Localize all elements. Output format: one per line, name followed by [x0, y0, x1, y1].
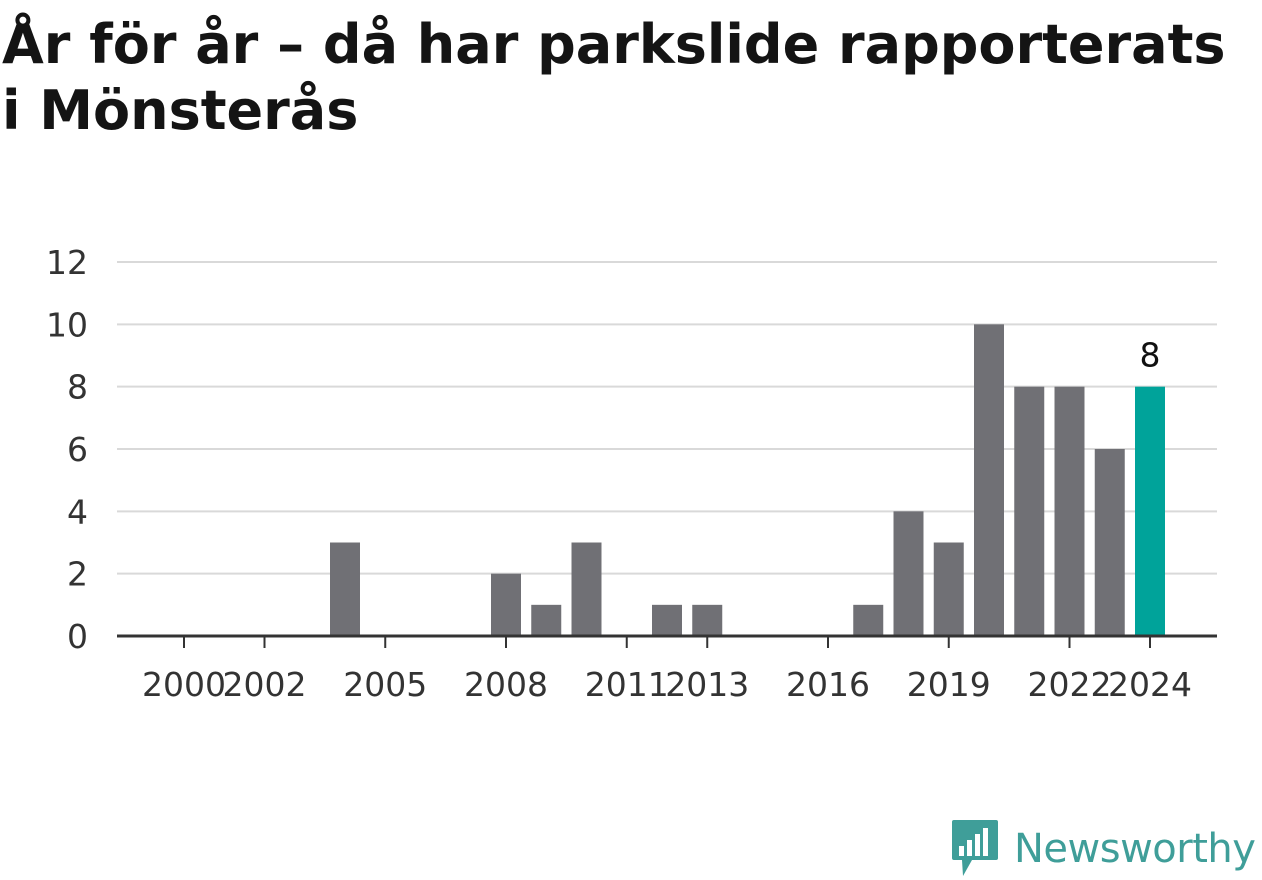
- bar-2020: [974, 324, 1004, 636]
- x-tick-label: 2005: [343, 665, 427, 704]
- bar-2021: [1014, 386, 1045, 636]
- x-tick-label: 2008: [464, 665, 548, 704]
- y-tick-label: 6: [67, 430, 88, 469]
- bar-2012: [652, 604, 682, 636]
- bar-2018: [893, 511, 924, 636]
- x-tick-label: 2022: [1028, 665, 1112, 704]
- bar-2024: [1135, 386, 1165, 636]
- bar-2022: [1054, 386, 1085, 636]
- y-tick-label: 10: [46, 305, 88, 344]
- data-labels: 8: [1140, 336, 1161, 375]
- bar-2013: [692, 604, 723, 636]
- chart-title: År för år – då har parkslide rapporterat…: [2, 13, 1226, 142]
- newsworthy-bar-chart-icon: [952, 820, 998, 876]
- y-tick-label: 2: [67, 555, 88, 594]
- bars: [330, 324, 1165, 636]
- x-tick-label: 2024: [1108, 665, 1192, 704]
- bar-2023: [1094, 449, 1125, 636]
- x-tick-label: 2000: [142, 665, 226, 704]
- brand-logo: Newsworthy: [950, 818, 1256, 880]
- brand-name: Newsworthy: [1014, 826, 1256, 872]
- x-axis-ticks: [183, 636, 1151, 648]
- x-tick-label: 2011: [585, 665, 669, 704]
- bar-2009: [531, 604, 562, 636]
- y-axis-tick-labels: 0 2 4 6 8 10 12: [46, 243, 88, 656]
- x-tick-label: 2002: [223, 665, 307, 704]
- bar-2010: [571, 542, 602, 636]
- bar-2004: [330, 542, 360, 636]
- gridlines: [117, 261, 1217, 575]
- y-tick-label: 4: [67, 492, 88, 531]
- x-tick-label: 2016: [786, 665, 870, 704]
- x-tick-label: 2019: [907, 665, 991, 704]
- y-tick-label: 12: [46, 243, 88, 282]
- y-tick-label: 8: [67, 368, 88, 407]
- x-tick-label: 2013: [665, 665, 749, 704]
- bar-2017: [853, 604, 884, 636]
- y-tick-label: 0: [67, 617, 88, 656]
- bar-2008: [491, 573, 521, 636]
- bar-2019: [933, 542, 964, 636]
- data-label: 8: [1140, 336, 1161, 375]
